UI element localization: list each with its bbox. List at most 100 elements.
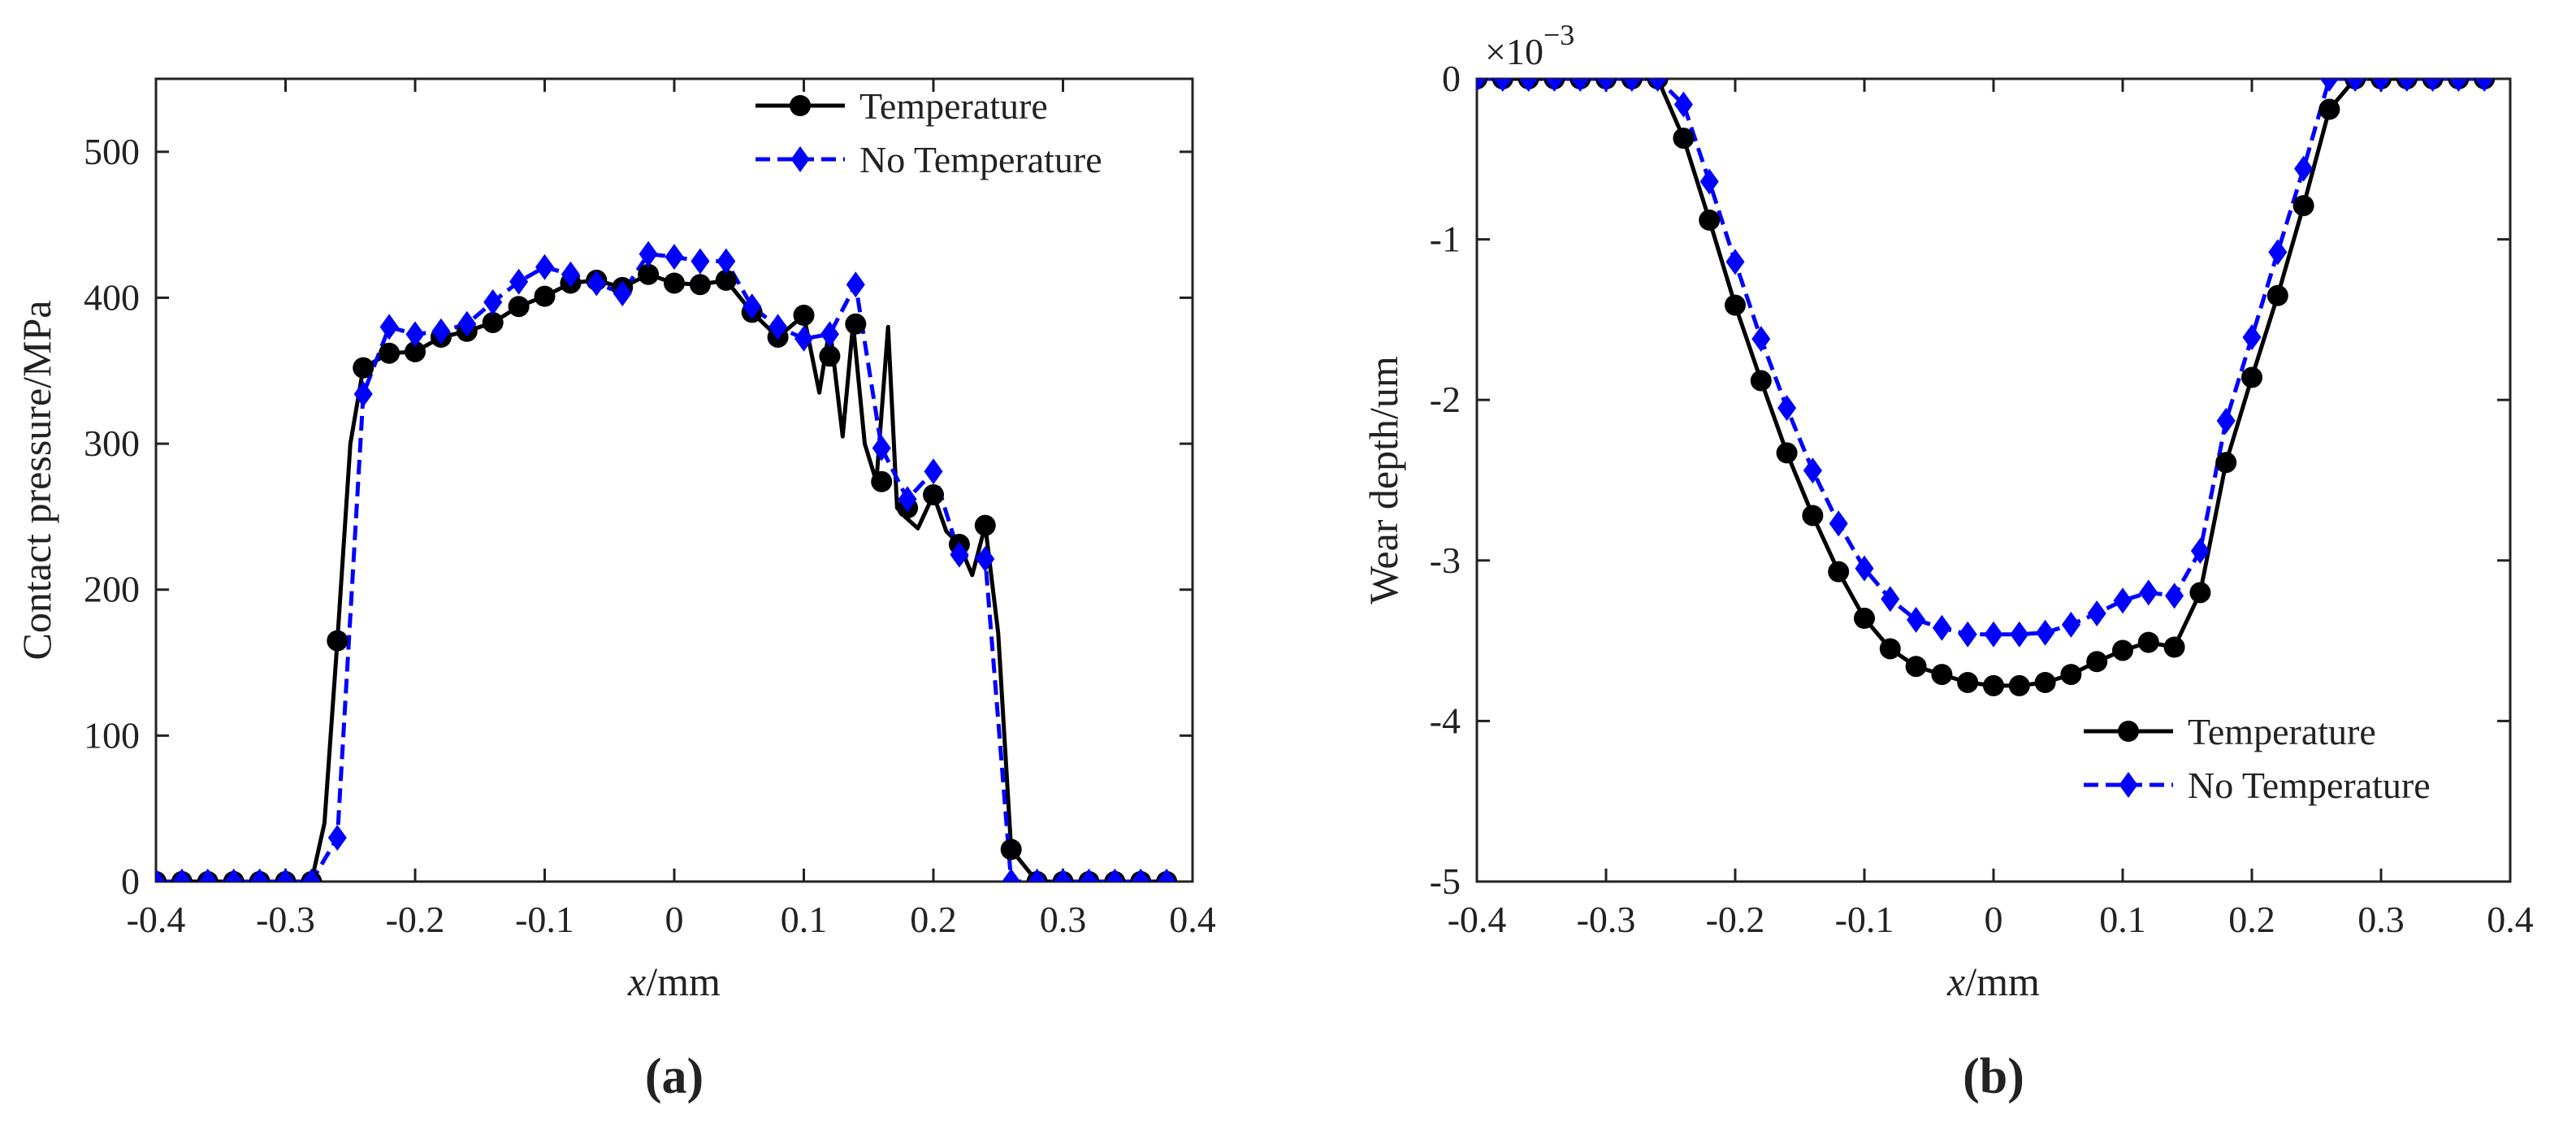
data-point-no-temperature	[250, 869, 270, 882]
x-tick-label: 0.2	[2228, 899, 2275, 940]
data-point-temperature	[1957, 671, 1979, 693]
plot-area-frame	[1475, 77, 2512, 883]
data-point-no-temperature	[172, 869, 192, 882]
data-point-no-temperature	[587, 270, 606, 297]
data-point-no-temperature	[872, 435, 891, 462]
data-point-no-temperature	[1596, 79, 1616, 92]
x-tick-label: -0.1	[515, 899, 574, 940]
x-tick-label: 0.4	[2487, 899, 2534, 940]
data-point-no-temperature	[1131, 869, 1150, 882]
data-point-no-temperature	[301, 869, 321, 882]
x-axis-variable: x	[627, 959, 646, 1004]
data-point-temperature	[1673, 128, 1695, 150]
data-point-temperature	[405, 340, 426, 362]
y-tick-label: 200	[84, 569, 140, 610]
data-point-temperature	[534, 285, 556, 307]
data-point-no-temperature	[717, 248, 736, 275]
y-axis-exponent: ×10−3	[1485, 19, 1574, 72]
data-point-temperature	[1802, 505, 1824, 526]
data-point-no-temperature	[2319, 79, 2339, 92]
data-point-no-temperature	[2165, 583, 2184, 609]
data-point-no-temperature	[2371, 79, 2391, 92]
x-tick-label: 0	[1985, 899, 2003, 940]
x-tick-label: 0.1	[781, 899, 828, 940]
legend-marker-circle	[2118, 721, 2139, 742]
data-point-no-temperature	[2113, 587, 2132, 614]
y-tick-label: 400	[84, 276, 140, 318]
legend-label: Temperature	[859, 85, 1048, 127]
series-group	[156, 240, 1178, 882]
data-point-no-temperature	[2036, 619, 2055, 646]
data-point-no-temperature	[2397, 79, 2417, 92]
x-tick-label: -0.2	[1706, 899, 1765, 940]
data-point-temperature	[2189, 582, 2211, 604]
chart-panel-b: -0.4 -0.3 -0.2 -0.1 0 0.1 0.2 0.3 0.4 0 -1 -2 -3 -4 -5…	[1361, 19, 2534, 1104]
legend-marker-circle	[790, 95, 811, 116]
data-point-temperature	[379, 342, 400, 364]
data-point-no-temperature	[691, 248, 710, 275]
data-point-no-temperature	[1157, 869, 1176, 882]
data-point-no-temperature	[224, 869, 244, 882]
x-tick-label: -0.3	[256, 899, 315, 940]
data-point-no-temperature	[2268, 239, 2288, 266]
data-point-temperature	[974, 514, 996, 536]
y-tick-label: 100	[84, 714, 140, 756]
series-group	[1477, 79, 2496, 696]
data-point-temperature	[715, 269, 737, 291]
x-tick-label: 0.2	[910, 899, 957, 940]
data-point-no-temperature	[1777, 395, 1797, 422]
data-point-temperature	[482, 311, 504, 333]
y-tick-label: 0	[121, 860, 140, 902]
data-point-temperature	[2112, 639, 2133, 661]
exponent-base: ×10	[1485, 31, 1543, 72]
data-point-temperature	[689, 274, 711, 296]
data-point-temperature	[1000, 838, 1022, 860]
data-point-temperature	[819, 345, 841, 367]
data-point-temperature	[1828, 561, 1850, 583]
data-point-no-temperature	[2242, 324, 2262, 351]
data-point-temperature	[2086, 651, 2108, 673]
x-axis-label: x/mm	[1946, 959, 2040, 1004]
y-axis-label: Contact pressure/MPa	[14, 301, 59, 661]
legend: Temperature No Temperature	[2084, 711, 2431, 806]
data-point-no-temperature	[2010, 621, 2029, 648]
data-point-no-temperature	[2294, 155, 2314, 182]
y-tick-label: 0	[1442, 58, 1461, 99]
data-point-temperature	[327, 630, 349, 652]
data-point-temperature	[2034, 671, 2056, 693]
x-tick-label: 0.3	[2357, 899, 2405, 940]
data-point-temperature	[1699, 209, 1721, 231]
data-point-no-temperature	[1829, 510, 1848, 537]
data-point-no-temperature	[1519, 79, 1539, 92]
series-line-no-temperature	[156, 252, 1167, 882]
data-point-no-temperature	[1002, 869, 1021, 882]
data-point-no-temperature	[2139, 579, 2158, 606]
x-tick-label: -0.2	[386, 899, 445, 940]
data-point-no-temperature	[950, 541, 969, 568]
data-point-no-temperature	[898, 486, 917, 513]
data-point-temperature	[1931, 664, 1953, 686]
data-point-temperature	[638, 263, 660, 285]
legend-marker-diamond	[2119, 772, 2138, 798]
chart-panel-a: -0.4 -0.3 -0.2 -0.1 0 0.1 0.2 0.3 0.4 0 100 200 300 4…	[14, 77, 1216, 1104]
data-point-no-temperature	[561, 261, 580, 288]
legend-label: No Temperature	[2188, 765, 2431, 806]
data-point-no-temperature	[2087, 600, 2106, 627]
data-point-temperature	[2266, 284, 2288, 306]
x-tick-label: -0.4	[1448, 899, 1507, 940]
data-point-no-temperature	[1984, 621, 2003, 648]
x-tick-label: -0.3	[1577, 899, 1636, 940]
data-point-no-temperature	[1477, 79, 1487, 92]
data-point-no-temperature	[405, 321, 425, 348]
x-axis-unit: /mm	[1965, 959, 2040, 1004]
legend-label: Temperature	[2188, 711, 2376, 752]
data-point-temperature	[1854, 607, 1875, 629]
data-point-temperature	[2163, 636, 2185, 658]
data-point-temperature	[2008, 674, 2030, 696]
data-point-no-temperature	[2345, 79, 2365, 92]
data-point-no-temperature	[535, 254, 555, 280]
y-tick-label: 300	[84, 422, 140, 464]
y-tick-label: -2	[1430, 379, 1461, 420]
data-point-no-temperature	[431, 318, 451, 344]
data-point-no-temperature	[156, 869, 166, 882]
